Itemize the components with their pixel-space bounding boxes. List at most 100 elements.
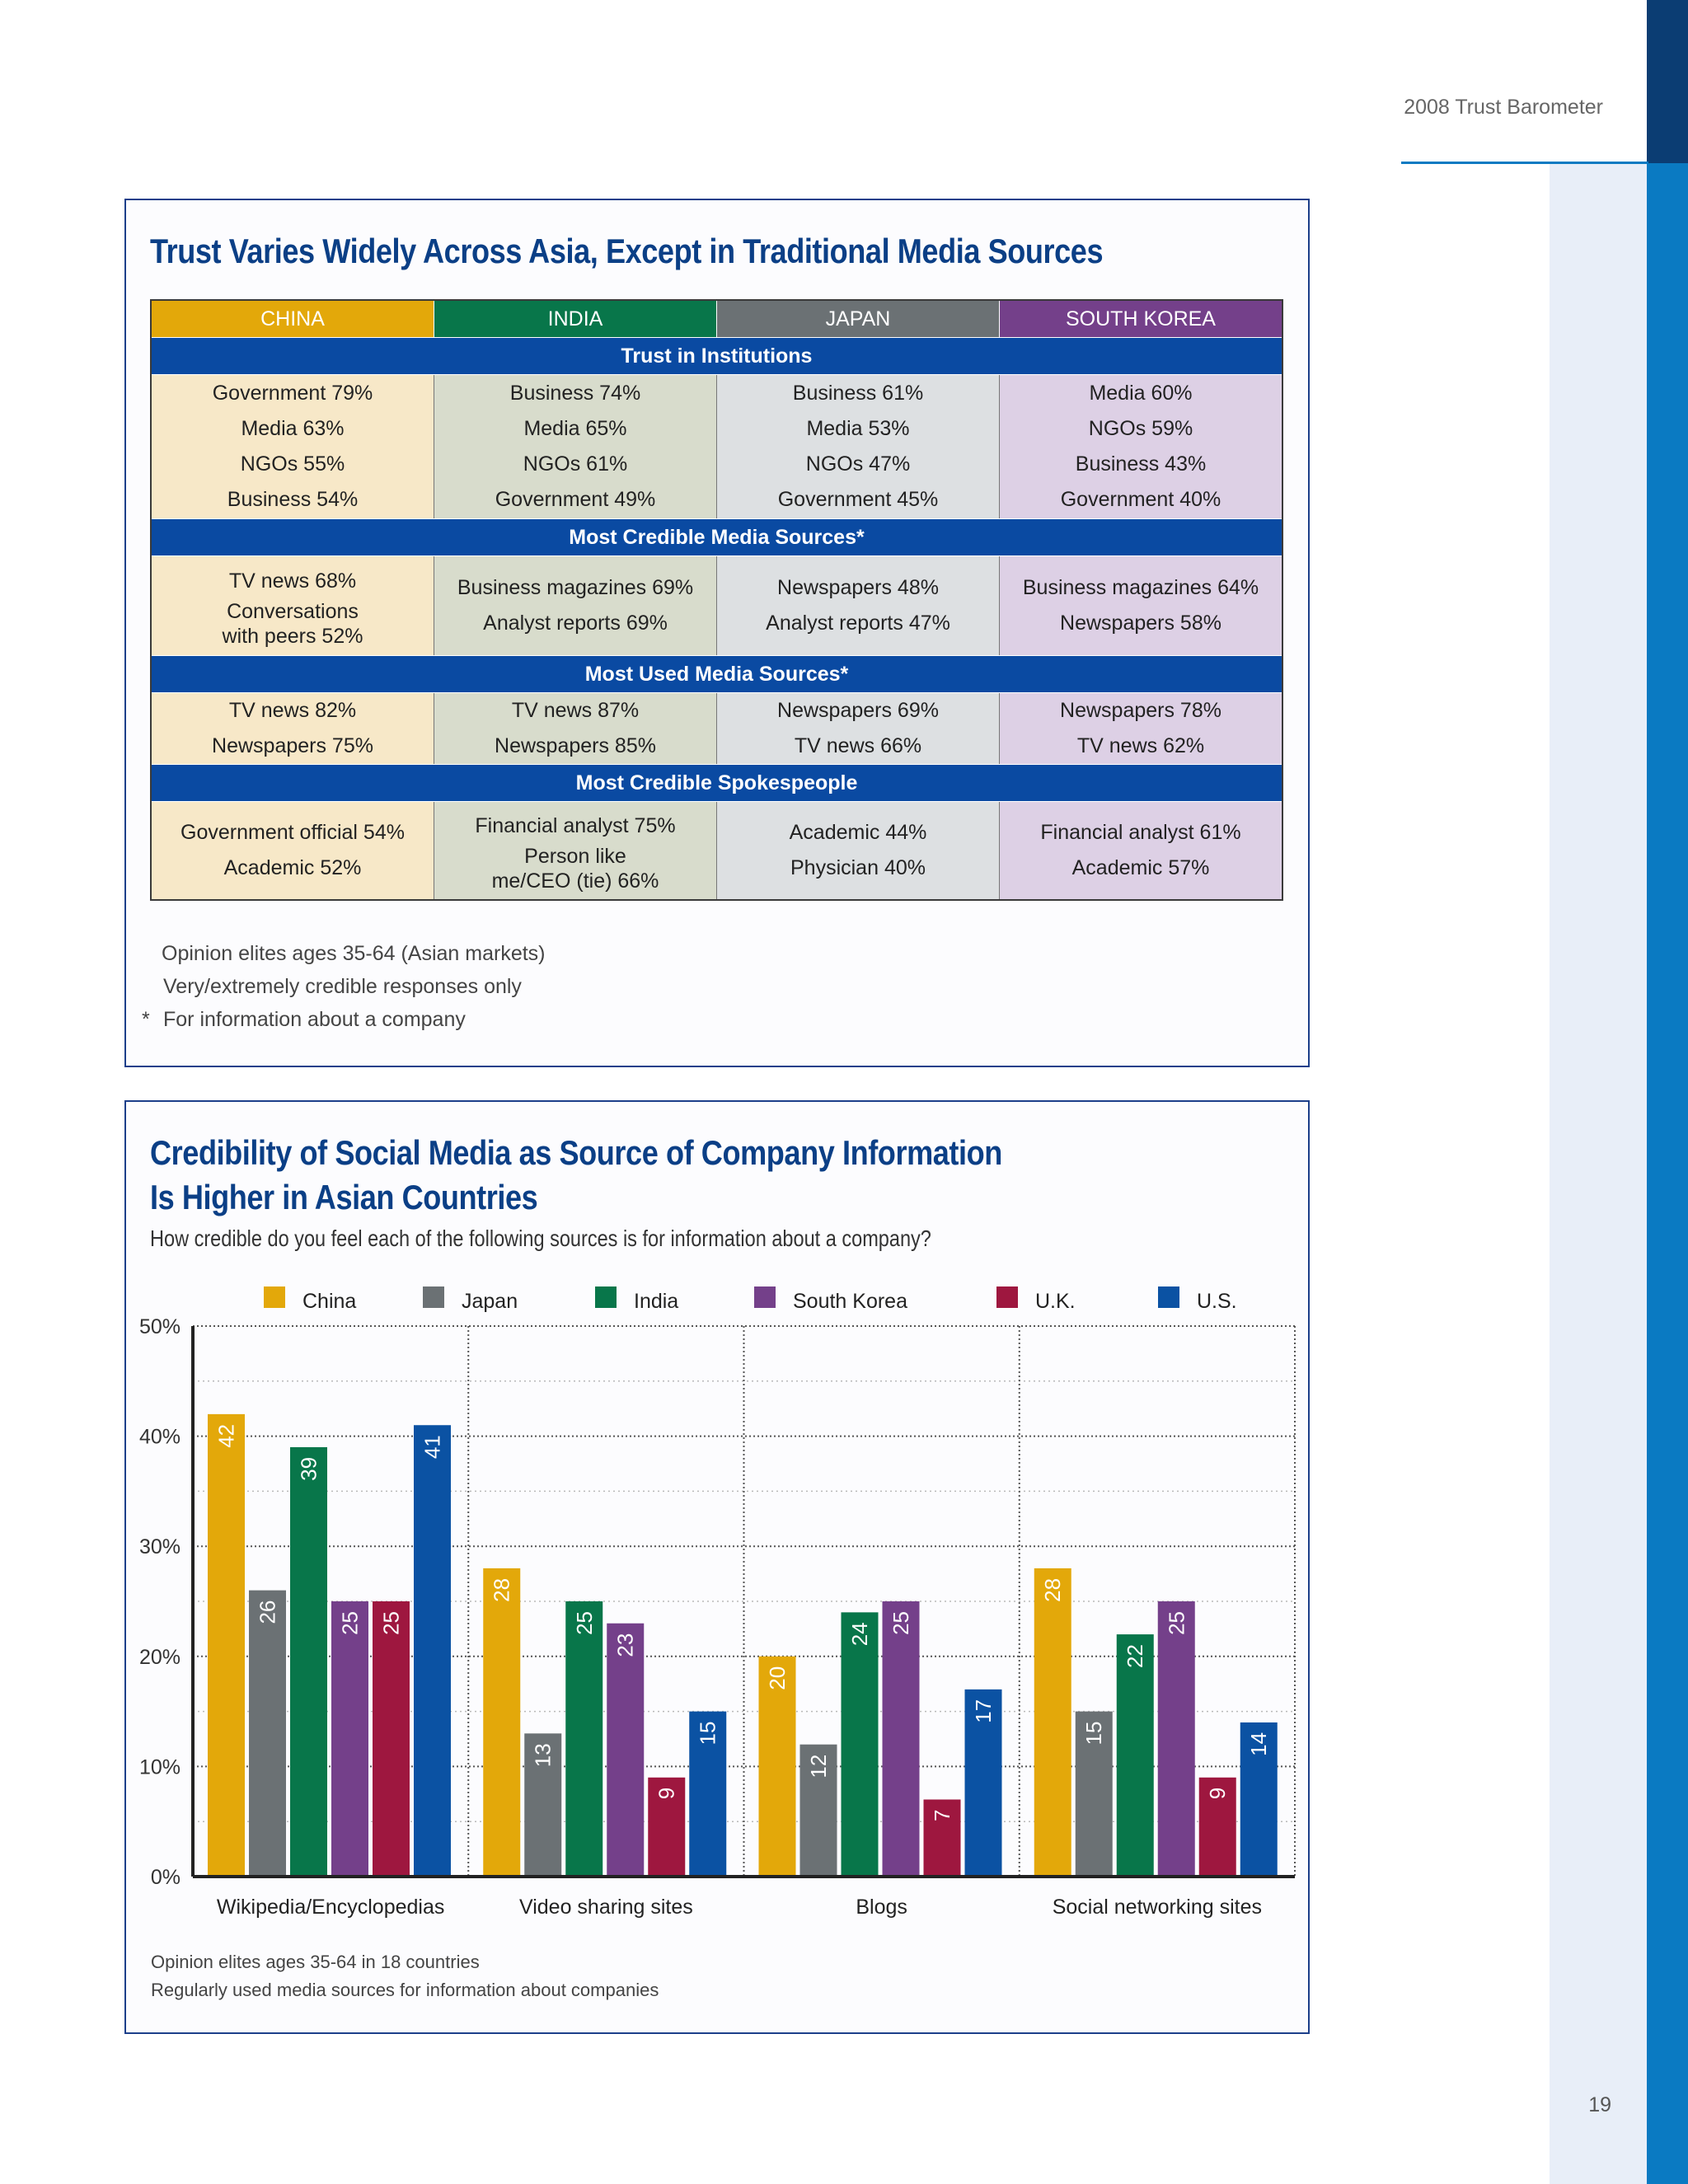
legend-label: U.S. [1197,1290,1237,1313]
table-cell: TV news 68% Conversations with peers 52% [152,556,434,655]
legend-label: Japan [462,1290,518,1313]
table-cell-line: me/CEO (tie) 66% [491,869,659,893]
bar [799,1744,837,1877]
chart-note-1: Opinion elites ages 35-64 in 18 countrie… [151,1952,480,1972]
x-category-label: Blogs [856,1896,907,1919]
trust-table: CHINA INDIA JAPAN SOUTH KOREA Trust in Inst… [150,299,1283,901]
table-cell: Newspapers 78% TV news 62% [1000,693,1282,764]
legend-swatch [1158,1286,1179,1308]
table-row: TV news 82% Newspapers 75% TV news 87% News… [152,693,1282,764]
bar-value-label: 25 [1164,1611,1189,1635]
table-cell-line: Media 65% [523,417,627,440]
table-cell-line: Person like [524,844,626,868]
legend-swatch [264,1286,285,1308]
table-row: TV news 68% Conversations with peers 52% Bu… [152,556,1282,655]
bar-value-label: 28 [490,1578,514,1602]
table-cell-line: TV news 68% [228,569,357,593]
legend-label: U.K. [1035,1290,1076,1313]
column-header: CHINA [152,301,434,337]
table-cell: Newspapers 69% TV news 66% [717,693,1000,764]
table-cell-line: Media 53% [806,417,910,440]
table-cell-line: Government official 54% [181,821,405,844]
table-cell: Business magazines 64% Newspapers 58% [1000,556,1282,655]
header-rule [1401,162,1648,164]
bar [414,1425,451,1877]
bar-value-label: 24 [847,1622,872,1646]
table-cell: Academic 44% Physician 40% [717,802,1000,899]
table-section-header: Most Credible Spokespeople [152,764,1282,802]
table-cell-line: Business 43% [1075,452,1207,476]
table-note-marker: * [142,1008,150,1031]
table-cell-line: Newspapers 48% [777,576,939,599]
bar [1198,1777,1236,1877]
table-cell-line: Media 63% [241,417,345,440]
bar [841,1612,879,1877]
table-cell-line: TV news 82% [228,699,357,722]
table-cell-line: Government 79% [212,382,373,405]
bar-value-label: 23 [613,1633,638,1657]
table-cell: Financial analyst 61% Academic 57% [1000,802,1282,899]
running-title: 2008 Trust Barometer [1404,96,1603,119]
table-cell: Government official 54% Academic 52% [152,802,434,899]
table-cell-line: NGOs 59% [1088,417,1193,440]
bar-value-label: 26 [256,1601,280,1624]
table-section-header: Most Used Media Sources* [152,655,1282,693]
table-cell-line: TV news 62% [1076,734,1205,757]
table-section-header: Most Credible Media Sources* [152,518,1282,556]
table-cell-line: with peers 52% [222,624,363,648]
table-cell-line: Newspapers 69% [777,699,939,722]
table-cell: Newspapers 48% Analyst reports 47% [717,556,1000,655]
table-cell-line: Government 45% [777,488,939,511]
bar-value-label: 42 [214,1424,239,1448]
table-cell-line: Newspapers 75% [212,734,373,757]
table-cell: Business 74% Media 65% NGOs 61% Government … [434,375,717,518]
bar [290,1446,327,1877]
bar-value-label: 28 [1040,1578,1065,1602]
bar-value-label: 9 [1205,1788,1230,1799]
y-tick-label: 20% [139,1646,181,1669]
legend-swatch [595,1286,617,1308]
bar [882,1601,920,1877]
table-cell-line: Newspapers 85% [495,734,656,757]
bar-value-label: 9 [654,1788,679,1799]
bar [373,1601,410,1877]
table-cell: Business 61% Media 53% NGOs 47% Government … [717,375,1000,518]
table-cell-line: Business magazines 69% [457,576,694,599]
y-tick-label: 30% [139,1535,181,1558]
table-cell-line: Newspapers 58% [1060,612,1221,635]
bar-value-label: 22 [1123,1644,1147,1668]
chart-note-2: Regularly used media sources for informa… [151,1980,659,2000]
bar [483,1568,521,1877]
bar [565,1601,603,1877]
table-cell: Financial analyst 75% Person like me/CEO (… [434,802,717,899]
margin-band-navy [1647,0,1688,163]
bar [524,1733,562,1877]
table-cell-line: Newspapers 78% [1060,699,1221,722]
table-cell-line: Academic 44% [789,821,927,844]
table-cell-line: Financial analyst 61% [1040,821,1241,844]
y-tick-label: 50% [139,1315,181,1338]
table-row: Government official 54% Academic 52% Finan… [152,802,1282,899]
table-cell-line: Financial analyst 75% [475,813,676,837]
bar [1075,1711,1113,1877]
bar-value-label: 14 [1246,1732,1271,1756]
legend-label: India [634,1290,678,1313]
legend-swatch [996,1286,1018,1308]
table-cell-line: Business 61% [792,382,924,405]
bar-value-label: 39 [297,1457,321,1481]
bar [689,1711,727,1877]
table-cell-line: Conversations [227,599,359,623]
bar [607,1623,645,1877]
column-header: SOUTH KOREA [1000,301,1282,337]
bar-value-label: 7 [930,1809,954,1821]
legend-swatch [423,1286,444,1308]
chart-title-line1: Credibility of Social Media as Source of… [150,1133,1002,1172]
bar-value-label: 25 [889,1611,913,1635]
table-cell-line: Business 54% [227,488,359,511]
bar-value-label: 25 [379,1611,404,1635]
y-tick-label: 0% [151,1866,181,1889]
bar [249,1590,286,1877]
table-cell-line: NGOs 61% [523,452,628,476]
column-header: INDIA [434,301,717,337]
bar [331,1601,368,1877]
